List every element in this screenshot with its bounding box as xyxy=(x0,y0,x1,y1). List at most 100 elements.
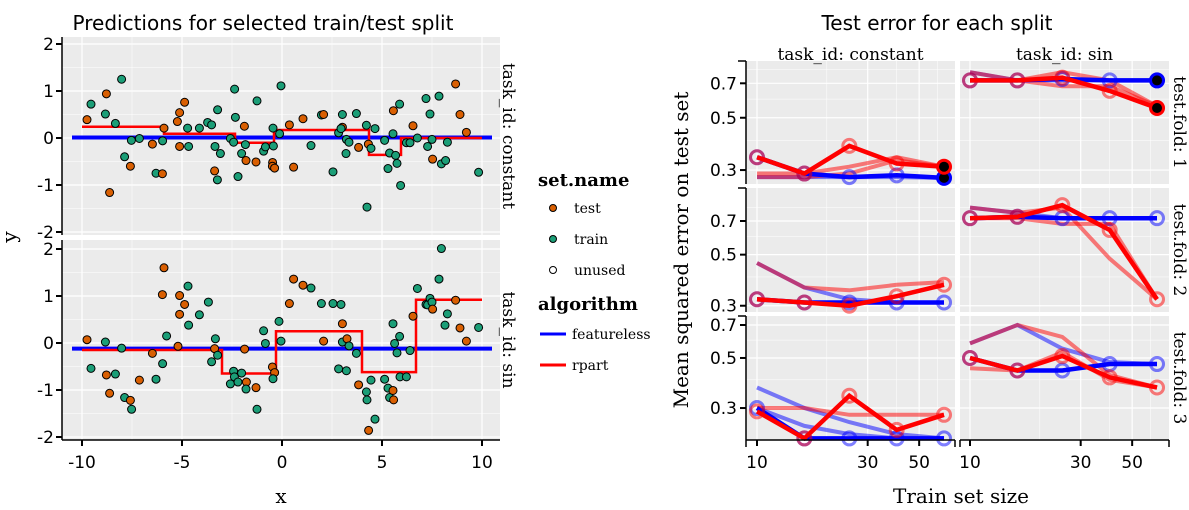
featureless-error-point[interactable] xyxy=(936,430,953,447)
rpart-error-point[interactable] xyxy=(1009,72,1026,89)
rpart-error-point[interactable] xyxy=(841,297,858,314)
rpart-error-point[interactable] xyxy=(1054,69,1071,86)
rpart-error-line[interactable] xyxy=(756,282,945,308)
data-point-train xyxy=(341,366,351,376)
y-tick-label: 0 xyxy=(43,129,54,149)
rpart-error-point[interactable] xyxy=(749,149,765,166)
data-point-test xyxy=(125,395,135,405)
data-point-test xyxy=(284,120,294,130)
row-strip-label: test.fold: 3 xyxy=(1169,332,1189,425)
rpart-error-point[interactable] xyxy=(962,210,978,227)
rpart-other-seed-line[interactable] xyxy=(757,406,944,417)
data-point-train xyxy=(388,319,398,329)
data-point-train xyxy=(252,96,262,106)
legend-train-swatch[interactable] xyxy=(549,235,557,243)
legend-unused-label[interactable]: unused xyxy=(574,263,626,279)
rpart-error-point[interactable] xyxy=(749,403,765,420)
rpart-error-line[interactable] xyxy=(970,75,1158,111)
featureless-error-point[interactable] xyxy=(841,169,858,186)
rpart-error-point[interactable] xyxy=(962,349,978,366)
legend-rpart-label[interactable]: rpart xyxy=(572,358,609,374)
data-point-train xyxy=(434,91,444,101)
row-strip-label: test.fold: 2 xyxy=(1169,204,1189,297)
rpart-error-point[interactable] xyxy=(796,165,813,182)
data-point-train xyxy=(274,316,284,326)
data-point-train xyxy=(436,244,446,254)
rpart-error-point[interactable] xyxy=(796,430,813,447)
rpart-error-point[interactable] xyxy=(1149,99,1166,116)
rpart-error-point[interactable] xyxy=(888,288,905,305)
rpart-error-point[interactable] xyxy=(1009,362,1026,379)
featureless-other-seed-line[interactable] xyxy=(756,385,945,441)
data-point-train xyxy=(276,336,286,346)
data-point-test xyxy=(388,106,398,116)
rpart-error-point[interactable] xyxy=(936,158,953,175)
data-point-test xyxy=(239,121,249,131)
legend-featureless-label[interactable]: featureless xyxy=(572,327,651,343)
data-point-train xyxy=(212,175,222,185)
data-point-test xyxy=(428,304,438,314)
legend-test-label[interactable]: test xyxy=(574,201,601,217)
rpart-error-point[interactable] xyxy=(1101,82,1118,99)
data-point-train xyxy=(328,167,338,177)
rpart-error-point[interactable] xyxy=(1149,291,1166,308)
rpart-error-point[interactable] xyxy=(796,294,813,311)
featureless-error-point[interactable] xyxy=(1149,72,1166,89)
data-point-train xyxy=(383,164,393,174)
error-panel-r2-c1 xyxy=(960,316,1169,440)
rpart-error-point[interactable] xyxy=(841,387,858,404)
y-tick-label: 0.5 xyxy=(710,109,737,129)
rpart-error-point[interactable] xyxy=(1009,208,1026,225)
data-point-test xyxy=(180,97,190,107)
right-x-axis-label: Train set size xyxy=(893,484,1029,508)
rpart-error-point[interactable] xyxy=(1149,379,1166,396)
data-point-test xyxy=(319,110,329,119)
rpart-error-point[interactable] xyxy=(841,137,858,154)
rpart-error-point[interactable] xyxy=(888,155,905,172)
data-point-test xyxy=(354,380,364,390)
rpart-error-line[interactable] xyxy=(755,392,945,442)
data-point-test xyxy=(147,348,157,358)
featureless-error-point[interactable] xyxy=(1149,210,1166,227)
featureless-error-point[interactable] xyxy=(1149,356,1166,373)
data-point-train xyxy=(110,369,120,379)
data-point-train xyxy=(158,136,168,146)
featureless-error-point[interactable] xyxy=(1101,72,1118,89)
rpart-error-line[interactable] xyxy=(756,143,945,176)
rpart-error-line[interactable] xyxy=(969,353,1158,390)
y-tick-label: 0.7 xyxy=(710,212,737,232)
data-point-test xyxy=(101,370,111,380)
legend-test-swatch[interactable] xyxy=(549,204,557,212)
rpart-error-point[interactable] xyxy=(749,291,765,308)
data-point-test xyxy=(175,291,185,301)
legend-train-label[interactable]: train xyxy=(574,232,608,248)
rpart-other-seed-line[interactable] xyxy=(757,155,945,176)
y-tick-label: -2 xyxy=(37,428,54,448)
data-point-train xyxy=(230,84,240,94)
error-panel-r1-c0: 0.3 0.5 0.7 xyxy=(710,187,955,317)
x-tick-label: 50 xyxy=(908,453,930,473)
featureless-error-point[interactable] xyxy=(936,294,953,311)
rpart-error-point[interactable] xyxy=(962,72,978,89)
data-point-train xyxy=(86,99,96,109)
rpart-error-point[interactable] xyxy=(936,406,953,423)
data-point-train xyxy=(207,120,217,130)
data-point-train xyxy=(260,142,270,152)
rpart-error-point[interactable] xyxy=(1101,221,1118,238)
x-tick-label: 0 xyxy=(277,453,288,473)
rpart-error-point[interactable] xyxy=(936,276,953,293)
legend-unused-swatch[interactable] xyxy=(549,266,557,274)
data-point-train xyxy=(233,377,243,387)
rpart-error-point[interactable] xyxy=(1054,348,1071,365)
rpart-error-point[interactable] xyxy=(888,421,905,438)
rpart-error-line[interactable] xyxy=(969,202,1159,301)
featureless-error-point[interactable] xyxy=(841,430,858,447)
column-strip-label: task_id: constant xyxy=(777,45,923,65)
data-point-test xyxy=(284,299,294,309)
rpart-error-point[interactable] xyxy=(1054,197,1071,214)
left-chart-title: Predictions for selected train/test spli… xyxy=(73,11,454,35)
data-point-train xyxy=(380,374,390,384)
rpart-other-seed-line[interactable] xyxy=(756,261,945,293)
rpart-error-point[interactable] xyxy=(1101,369,1118,386)
